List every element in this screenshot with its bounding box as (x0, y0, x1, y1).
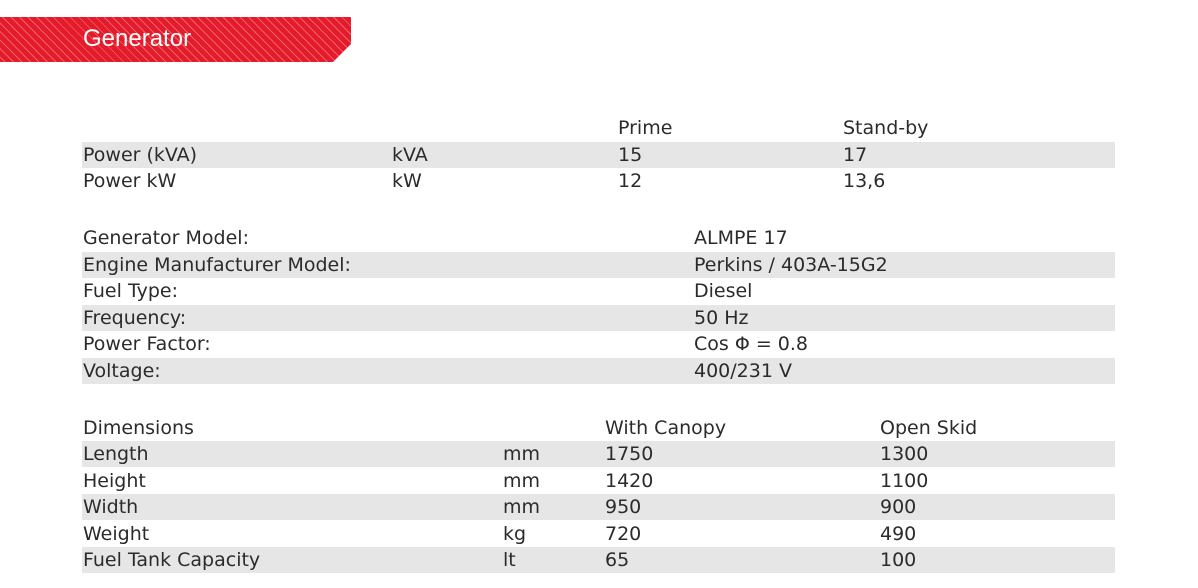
table-row: Power kW kW 12 13,6 (82, 168, 1115, 194)
table-row: Weight kg 720 490 (82, 521, 1115, 547)
table-row: Length mm 1750 1300 (82, 441, 1115, 467)
row-value: 1300 (880, 443, 929, 465)
row-value: 17 (843, 144, 868, 166)
row-value: 65 (605, 549, 630, 571)
column-header: Open Skid (880, 417, 978, 439)
row-value: 400/231 V (694, 360, 792, 382)
row-value: 12 (618, 170, 643, 192)
table-row: Power (kVA) kVA 15 17 (82, 142, 1115, 168)
row-value: 950 (605, 496, 642, 518)
table-row: Width mm 950 900 (82, 494, 1115, 520)
row-unit: lt (503, 549, 516, 571)
row-value: 1100 (880, 470, 929, 492)
table-row: Height mm 1420 1100 (82, 468, 1115, 494)
table-row: Engine Manufacturer Model: Perkins / 403A… (82, 252, 1115, 278)
row-label: Power (kVA) (83, 144, 198, 166)
row-value: 490 (880, 523, 917, 545)
row-unit: mm (503, 443, 541, 465)
row-label: Generator Model: (83, 227, 249, 249)
row-unit: mm (503, 496, 541, 518)
section-title: Generator (83, 25, 192, 52)
row-label: Power kW (83, 170, 177, 192)
row-value: 1750 (605, 443, 654, 465)
row-label: Voltage: (83, 360, 161, 382)
row-unit: kg (503, 523, 527, 545)
row-value: 15 (618, 144, 643, 166)
row-label: Length (83, 443, 149, 465)
power-header-row: Prime Stand-by (82, 115, 1115, 141)
table-row: Voltage: 400/231 V (82, 358, 1115, 384)
row-label: Engine Manufacturer Model: (83, 254, 351, 276)
row-label: Width (83, 496, 139, 518)
row-value: 13,6 (843, 170, 886, 192)
row-unit: kVA (392, 144, 428, 166)
column-header: Prime (618, 117, 673, 139)
row-value: 720 (605, 523, 642, 545)
row-value: 100 (880, 549, 917, 571)
table-row: Fuel Tank Capacity lt 65 100 (82, 547, 1115, 573)
row-label: Fuel Type: (83, 280, 178, 302)
table-row: Generator Model: ALMPE 17 (82, 225, 1115, 251)
row-label: Fuel Tank Capacity (83, 549, 261, 571)
row-label: Height (83, 470, 146, 492)
column-header: Stand-by (843, 117, 929, 139)
row-value: ALMPE 17 (694, 227, 788, 249)
table-row: Frequency: 50 Hz (82, 305, 1115, 331)
row-label: Weight (83, 523, 150, 545)
row-value: Cos Φ = 0.8 (694, 333, 808, 355)
row-label: Frequency: (83, 307, 187, 329)
row-unit: kW (392, 170, 422, 192)
row-value: Diesel (694, 280, 753, 302)
dimensions-header-row: Dimensions With Canopy Open Skid (82, 415, 1115, 441)
row-label: Power Factor: (83, 333, 211, 355)
table-row: Fuel Type: Diesel (82, 278, 1115, 304)
row-value: Perkins / 403A-15G2 (694, 254, 888, 276)
table-row: Power Factor: Cos Φ = 0.8 (82, 331, 1115, 357)
row-value: 900 (880, 496, 917, 518)
row-unit: mm (503, 470, 541, 492)
row-value: 50 Hz (694, 307, 749, 329)
row-value: 1420 (605, 470, 654, 492)
section-banner: Generator (0, 17, 351, 62)
dimensions-title: Dimensions (83, 417, 194, 439)
column-header: With Canopy (605, 417, 727, 439)
